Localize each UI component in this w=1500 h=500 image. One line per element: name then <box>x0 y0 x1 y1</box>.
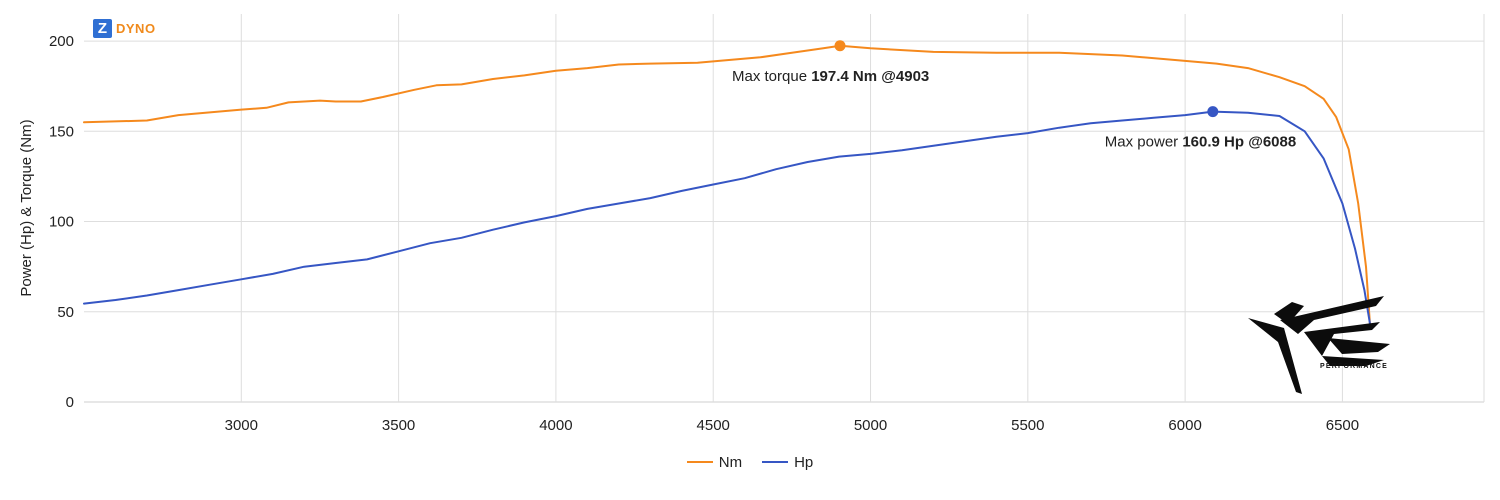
dyno-chart: 0 50 100 150 200 3000 3500 4000 4500 5000 5500 6000… <box>18 14 1485 434</box>
zdyno-logo: Z DYNO <box>93 17 156 39</box>
y-tick-label: 50 <box>57 304 74 321</box>
zdyno-badge: Z <box>93 18 112 38</box>
y-tick-label: 0 <box>66 394 74 411</box>
series-line-nm <box>83 44 1372 328</box>
chart-legend: Nm Hp <box>0 454 1500 471</box>
performance-text: PERFORMANCE <box>1320 363 1388 370</box>
performance-watermark-logo: PERFORMANCE <box>1248 296 1390 394</box>
x-tick-label: 4500 <box>697 417 730 434</box>
y-tick-label: 100 <box>49 214 74 231</box>
legend-item-nm[interactable]: Nm <box>686 454 743 471</box>
zdyno-name: DYNO <box>116 20 156 36</box>
y-tick-label: 150 <box>49 123 74 140</box>
legend-swatch <box>686 461 713 464</box>
legend-label: Nm <box>718 454 743 471</box>
series-line-hp <box>83 110 1372 326</box>
x-tick-label: 5500 <box>1011 417 1044 434</box>
x-tick-label: 6000 <box>1168 417 1201 434</box>
legend-swatch <box>762 461 789 464</box>
x-tick-label: 6500 <box>1326 417 1359 434</box>
max-annotation-hp: Max power 160.9 Hp @6088 <box>1105 134 1296 151</box>
y-tick-label: 200 <box>49 33 74 50</box>
max-marker-nm <box>834 40 846 52</box>
legend-item-hp[interactable]: Hp <box>762 454 813 471</box>
legend-label: Hp <box>794 454 814 471</box>
y-axis-label: Power (Hp) & Torque (Nm) <box>18 119 35 296</box>
x-tick-label: 3500 <box>382 417 415 434</box>
x-tick-label: 5000 <box>854 417 887 434</box>
max-annotation-nm: Max torque 197.4 Nm @4903 <box>732 68 929 85</box>
x-tick-label: 3000 <box>225 417 258 434</box>
x-tick-label: 4000 <box>539 417 572 434</box>
max-marker-hp <box>1207 106 1219 118</box>
